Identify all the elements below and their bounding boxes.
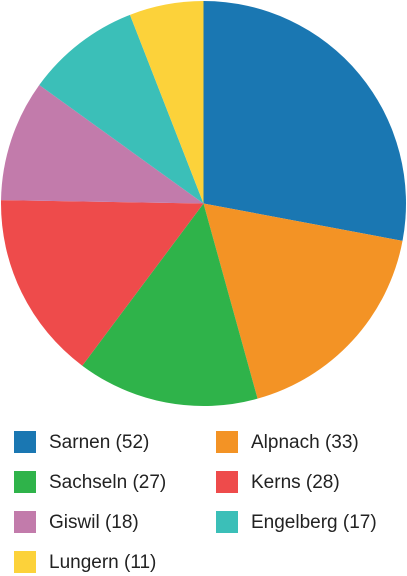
pie-slice <box>129 0 204 204</box>
legend-swatch <box>14 511 36 533</box>
pie-slice <box>0 200 204 366</box>
legend-label: Sarnen (52) <box>49 432 149 453</box>
pie-slice <box>203 203 403 399</box>
legend-swatch <box>216 511 238 533</box>
legend-swatch <box>14 431 36 453</box>
legend-label: Alpnach (33) <box>251 432 359 453</box>
legend-swatch <box>216 471 238 493</box>
pie-slice <box>203 1 406 241</box>
legend-label: Kerns (28) <box>251 472 340 493</box>
legend-swatch <box>14 471 36 493</box>
legend-label: Sachseln (27) <box>49 472 166 493</box>
legend-label: Engelberg (17) <box>251 512 377 533</box>
pie-slice <box>39 14 204 204</box>
legend-swatch <box>216 431 238 453</box>
pie-slice <box>1 85 204 204</box>
legend-swatch <box>14 551 36 573</box>
legend-label: Giswil (18) <box>49 512 139 533</box>
legend-label: Lungern (11) <box>49 552 156 573</box>
pie-slice <box>82 203 258 406</box>
